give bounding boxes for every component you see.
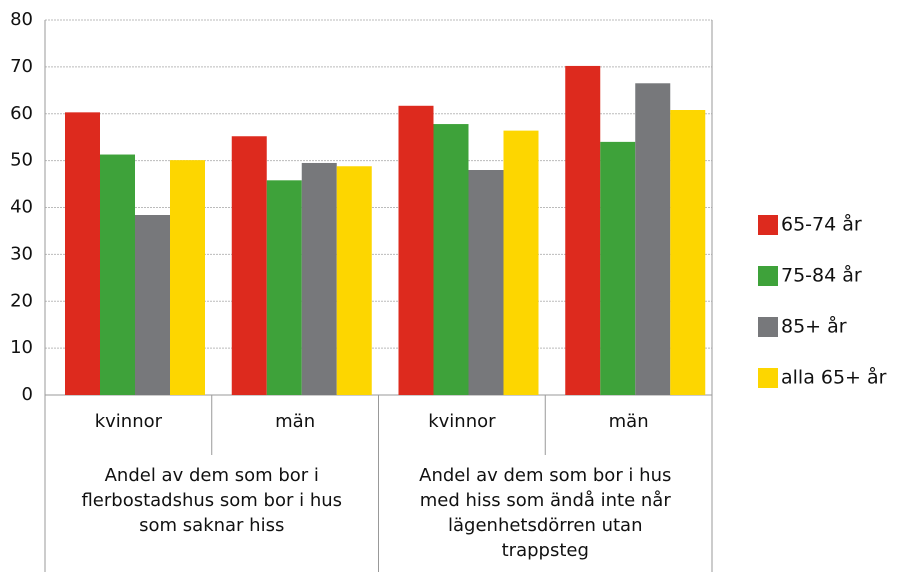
legend-swatch [758, 317, 778, 337]
y-tick-label: 50 [10, 150, 33, 171]
bar [670, 110, 706, 395]
y-tick-label: 30 [10, 243, 33, 264]
bar [433, 124, 469, 395]
x-tick-label: män [275, 411, 315, 432]
y-tick-label: 70 [10, 56, 33, 77]
group-label: Andel av dem som bor i [105, 465, 319, 486]
group-label: som saknar hiss [139, 515, 284, 536]
legend-label: alla 65+ år [781, 366, 887, 389]
legend-label: 85+ år [781, 315, 847, 338]
group-label: Andel av dem som bor i hus [419, 465, 671, 486]
x-tick-label: kvinnor [428, 411, 496, 432]
bar [503, 130, 539, 395]
group-label: med hiss som ändå inte når [420, 490, 672, 511]
bar [135, 215, 170, 395]
legend-swatch [758, 266, 778, 286]
y-tick-label: 60 [10, 103, 33, 124]
bar [468, 170, 504, 395]
bar [100, 154, 135, 395]
group-label: lägenhetsdörren utan [448, 515, 643, 536]
legend-swatch [758, 215, 778, 235]
bar [301, 162, 337, 395]
group-label: trappsteg [502, 540, 589, 561]
legend-label: 75-84 år [781, 264, 862, 287]
legend-label: 65-74 år [781, 213, 862, 236]
bar [65, 112, 100, 395]
bar [170, 160, 205, 395]
legend-swatch [758, 368, 778, 388]
group-label: flerbostadshus som bor i hus [81, 490, 342, 511]
y-tick-label: 40 [10, 197, 33, 218]
bar [336, 166, 372, 395]
bar [600, 141, 636, 395]
bar [398, 105, 434, 395]
bar [266, 180, 302, 395]
bar [231, 136, 267, 395]
bar [565, 65, 601, 395]
y-tick-label: 10 [10, 337, 33, 358]
x-tick-label: kvinnor [95, 411, 163, 432]
y-tick-label: 80 [10, 9, 33, 30]
bar [635, 83, 671, 395]
y-tick-label: 20 [10, 290, 33, 311]
y-tick-label: 0 [22, 384, 33, 405]
x-tick-label: män [609, 411, 649, 432]
